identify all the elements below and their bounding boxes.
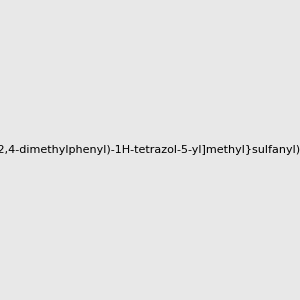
Text: 2-({[1-(2,4-dimethylphenyl)-1H-tetrazol-5-yl]methyl}sulfanyl)pyridine: 2-({[1-(2,4-dimethylphenyl)-1H-tetrazol-… (0, 145, 300, 155)
